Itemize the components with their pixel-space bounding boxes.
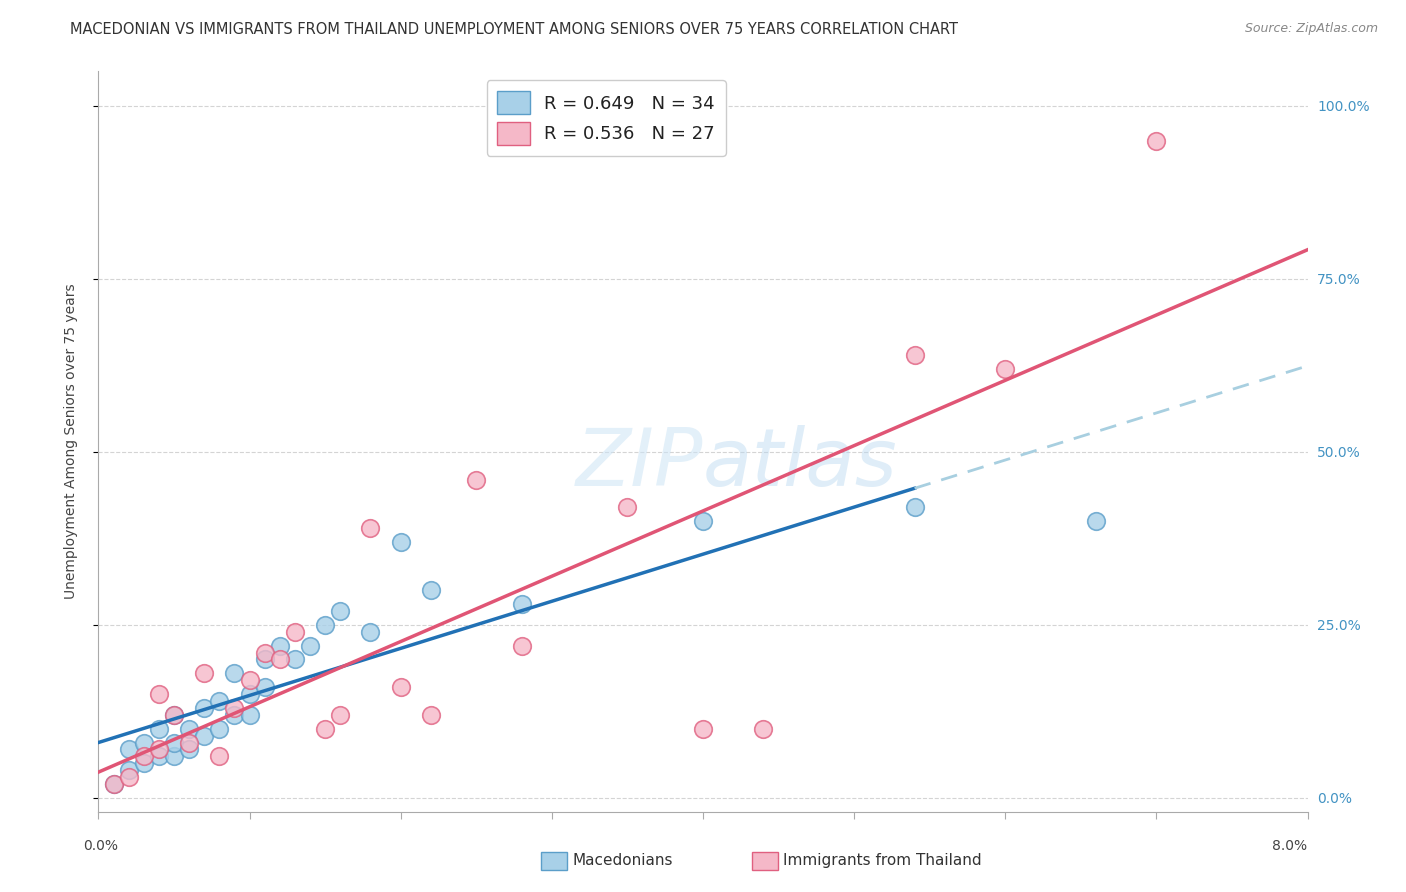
Point [692, 722, 714, 736]
Point [103, 777, 125, 791]
Point [193, 729, 215, 743]
Point [148, 722, 170, 736]
Point [239, 673, 262, 688]
Point [752, 722, 775, 736]
Point [208, 722, 231, 736]
Point [208, 694, 231, 708]
Point [148, 749, 170, 764]
Point [284, 624, 307, 639]
Point [314, 722, 336, 736]
Point [420, 583, 443, 598]
Point [616, 500, 638, 515]
Point [118, 763, 141, 777]
Point [389, 680, 412, 694]
Text: 0.0%: 0.0% [83, 839, 118, 854]
Point [179, 735, 201, 749]
Point [132, 749, 155, 764]
Point [163, 707, 186, 722]
Point [269, 652, 291, 666]
Point [132, 756, 155, 771]
Point [329, 707, 352, 722]
Text: Macedonians: Macedonians [572, 854, 672, 868]
Point [904, 500, 927, 515]
Point [253, 680, 276, 694]
Point [224, 701, 246, 715]
Point [314, 618, 336, 632]
Point [148, 687, 170, 701]
Point [163, 749, 186, 764]
Text: ZIP: ZIP [575, 425, 703, 503]
Point [224, 707, 246, 722]
Point [118, 770, 141, 784]
Point [269, 639, 291, 653]
Point [904, 348, 927, 362]
Point [179, 742, 201, 756]
Point [179, 722, 201, 736]
Point [284, 652, 307, 666]
Text: 8.0%: 8.0% [1272, 839, 1308, 854]
Point [465, 473, 488, 487]
Point [389, 534, 412, 549]
Text: Immigrants from Thailand: Immigrants from Thailand [783, 854, 981, 868]
Point [148, 742, 170, 756]
Point [103, 777, 125, 791]
Point [239, 687, 262, 701]
Text: Source: ZipAtlas.com: Source: ZipAtlas.com [1244, 22, 1378, 36]
Y-axis label: Unemployment Among Seniors over 75 years: Unemployment Among Seniors over 75 years [63, 284, 77, 599]
Point [299, 639, 322, 653]
Point [994, 362, 1017, 376]
Point [510, 639, 533, 653]
Text: MACEDONIAN VS IMMIGRANTS FROM THAILAND UNEMPLOYMENT AMONG SENIORS OVER 75 YEARS : MACEDONIAN VS IMMIGRANTS FROM THAILAND U… [70, 22, 959, 37]
Point [510, 597, 533, 611]
Point [692, 514, 714, 528]
Point [1146, 134, 1168, 148]
Point [193, 701, 215, 715]
Text: atlas: atlas [703, 425, 898, 503]
Point [163, 735, 186, 749]
Point [253, 652, 276, 666]
Point [329, 604, 352, 618]
Point [163, 707, 186, 722]
Point [118, 742, 141, 756]
Point [132, 735, 155, 749]
Point [208, 749, 231, 764]
Point [253, 646, 276, 660]
Point [239, 707, 262, 722]
Point [224, 666, 246, 681]
Point [420, 707, 443, 722]
Legend: R = 0.649   N = 34, R = 0.536   N = 27: R = 0.649 N = 34, R = 0.536 N = 27 [486, 80, 725, 156]
Point [360, 624, 382, 639]
Point [193, 666, 215, 681]
Point [360, 521, 382, 535]
Point [1085, 514, 1108, 528]
